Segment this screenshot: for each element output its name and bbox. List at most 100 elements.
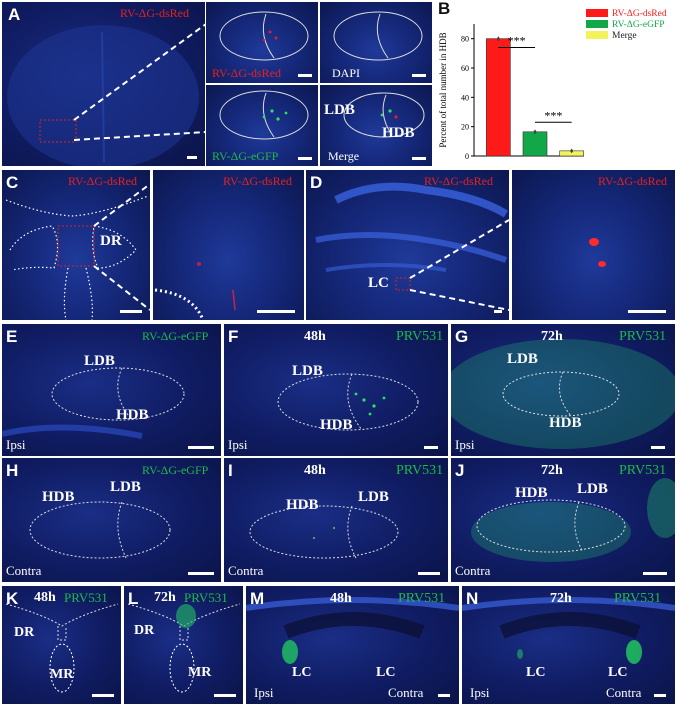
panel-k-mr: MR: [50, 667, 74, 682]
bar-0: [486, 38, 511, 157]
scale-bar: [298, 157, 312, 160]
panel-i-time: 48h: [304, 463, 326, 478]
panel-j-time: 72h: [541, 463, 563, 478]
panel-n: N 72h PRV531 LC LC Ipsi Contra: [462, 586, 675, 704]
panel-f-hdb: HDB: [320, 417, 353, 433]
legend-swatch-2: [586, 31, 608, 39]
merge-label: Merge: [328, 149, 360, 163]
panel-l-label: L: [128, 589, 139, 608]
panel-e-marker: RV-ΔG-eGFP: [142, 329, 209, 343]
panel-f-time: 48h: [304, 329, 326, 344]
panel-h-label: H: [6, 461, 19, 480]
panel-e: E RV-ΔG-eGFP LDB HDB Ipsi: [2, 324, 221, 456]
scale-bar: [412, 157, 426, 160]
bar-chart: 0 20 40 60 80 Percent of total number in HDB *…: [438, 9, 667, 161]
y-axis-label: Percent of total number in HDB: [438, 32, 448, 147]
panel-n-label: N: [466, 589, 479, 608]
panel-a-inset-dapi: DAPI: [320, 2, 432, 83]
zoom-lines: [73, 23, 207, 141]
panel-i-side: Contra: [228, 563, 264, 578]
panel-i-label: I: [228, 461, 233, 480]
panel-i: I 48h PRV531 HDB LDB Contra: [224, 458, 448, 582]
panel-j-label: J: [455, 461, 465, 480]
panel-h-ldb: LDB: [110, 479, 141, 495]
panel-c-zoom: RV-ΔG-dsRed: [153, 170, 304, 320]
scale-bar: [257, 310, 295, 313]
panel-c-dsred-right: RV-ΔG-dsRed: [223, 174, 292, 188]
panel-d-dsred-right: RV-ΔG-dsRed: [598, 174, 667, 188]
scale-bar: [412, 74, 426, 77]
panel-m-ipsi: Ipsi: [254, 685, 274, 700]
sig-label-2: ***: [544, 108, 562, 122]
panel-l-dr: DR: [134, 623, 155, 638]
panel-d-label: D: [310, 173, 323, 192]
panel-g-marker: PRV531: [619, 329, 667, 344]
panel-m-contra: Contra: [388, 685, 424, 700]
panel-d-zoom: RV-ΔG-dsRed: [512, 170, 675, 320]
legend-label-0: RV-ΔG-dsRed: [612, 9, 667, 19]
legend-swatch-1: [586, 20, 608, 28]
inset-dapi-label: DAPI: [332, 66, 361, 80]
panel-i-hdb: HDB: [286, 497, 319, 513]
panel-g-hdb: HDB: [549, 415, 582, 431]
panel-c-label: C: [6, 173, 19, 192]
panel-k: K 48h PRV531 DR MR: [2, 586, 121, 704]
panel-a-inset-egfp: RV-ΔG-eGFP: [206, 85, 318, 166]
panel-j-hdb: HDB: [515, 485, 548, 501]
panel-a-brain-section: A: [2, 2, 205, 166]
panel-h-hdb: HDB: [42, 489, 75, 505]
panel-n-contra: Contra: [606, 685, 642, 700]
y-tick-label: 60: [461, 64, 469, 73]
panel-n-ipsi: Ipsi: [470, 685, 490, 700]
panel-e-side: Ipsi: [6, 437, 26, 452]
panel-j-ldb: LDB: [577, 481, 608, 497]
panel-m-lc2: LC: [376, 665, 396, 680]
panel-g-side: Ipsi: [455, 437, 475, 452]
panel-n-lc1: LC: [526, 665, 546, 680]
panel-e-hdb: HDB: [116, 407, 149, 423]
scale-bar: [188, 446, 214, 449]
panel-d-lc-label: LC: [368, 275, 389, 291]
legend-label-2: Merge: [612, 31, 637, 41]
data-point-2: [570, 149, 574, 153]
scale-bar: [643, 572, 667, 575]
panel-n-time: 72h: [550, 591, 572, 606]
panel-i-ldb: LDB: [358, 489, 389, 505]
panel-j-marker: PRV531: [619, 463, 667, 478]
panel-f-marker: PRV531: [396, 329, 444, 344]
panel-m-lc1: LC: [292, 665, 312, 680]
y-tick-label: 80: [461, 35, 469, 44]
panel-a-dsred-label: RV-ΔG-dsRed: [120, 6, 189, 20]
panel-g: G 72h PRV531 LDB HDB Ipsi: [451, 324, 675, 456]
panel-i-marker: PRV531: [396, 463, 444, 478]
panel-e-label: E: [6, 327, 18, 346]
merge-hdb-label: HDB: [382, 125, 415, 141]
panel-n-marker: PRV531: [614, 591, 662, 606]
panel-n-lc2: LC: [608, 665, 628, 680]
panel-f: F 48h PRV531 LDB HDB Ipsi: [224, 324, 448, 456]
scale-bar: [654, 694, 666, 697]
scale-bar: [438, 694, 450, 697]
scale-bar: [187, 156, 197, 159]
panel-h-marker: RV-ΔG-eGFP: [142, 463, 209, 477]
panel-g-time: 72h: [541, 329, 563, 344]
legend-label-1: RV-ΔG-eGFP: [612, 20, 665, 30]
y-tick-label: 40: [461, 93, 469, 102]
panel-m-time: 48h: [330, 591, 352, 606]
scale-bar: [298, 74, 312, 77]
scale-bar: [424, 446, 438, 449]
panel-l-time: 72h: [154, 590, 176, 605]
panel-g-label: G: [455, 327, 469, 346]
panel-m-label: M: [250, 589, 265, 608]
panel-m: M 48h PRV531 LC LC Ipsi Contra: [246, 586, 459, 704]
panel-b: B 0 20 40 60 80 Percent of total number in HD…: [434, 0, 677, 168]
panel-l-mr: MR: [188, 665, 212, 680]
panel-g-ldb: LDB: [507, 351, 538, 367]
panel-f-label: F: [228, 327, 239, 346]
bar-1: [522, 131, 548, 157]
panel-k-label: K: [6, 589, 19, 608]
panel-e-ldb: LDB: [84, 353, 115, 369]
panel-k-dr: DR: [14, 625, 35, 640]
panel-l: L 72h PRV531 DR MR: [124, 586, 243, 704]
